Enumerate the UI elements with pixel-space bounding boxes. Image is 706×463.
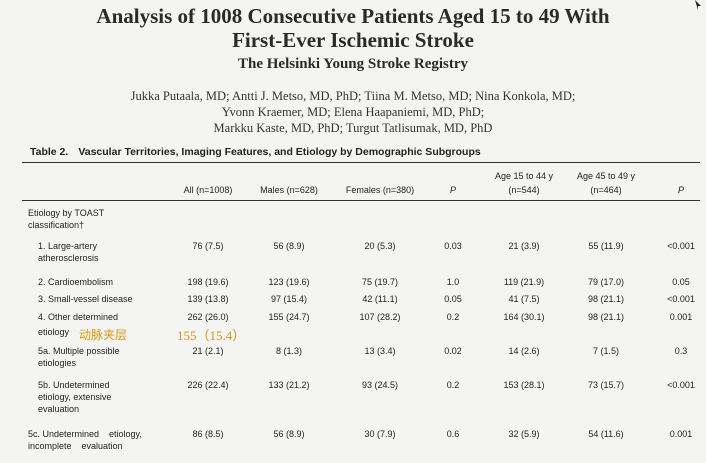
authors-line1: Jukka Putaala, MD; Antti J. Metso, MD, P… — [130, 89, 576, 103]
cell-all: 139 (13.8) — [187, 294, 229, 304]
cell-p1: 1.0 — [446, 277, 460, 287]
header-females: Females (n=380) — [345, 185, 415, 195]
row-label: etiologies — [38, 358, 77, 368]
cell-p1: 0.02 — [444, 346, 462, 356]
cell-age2: 7 (1.5) — [592, 346, 620, 356]
cell-p2: 0.001 — [669, 429, 693, 439]
cell-p2: <0.001 — [667, 241, 695, 251]
cell-age1: 41 (7.5) — [508, 294, 540, 304]
cell-age1: 14 (2.6) — [508, 346, 540, 356]
cell-age2: 54 (11.6) — [588, 429, 624, 439]
row-label: evaluation — [38, 404, 80, 414]
cell-females: 20 (5.3) — [364, 241, 396, 251]
cell-age2: 73 (15.7) — [587, 380, 625, 390]
cell-males: 155 (24.7) — [268, 312, 310, 322]
row-label: 2. Cardioembolism — [38, 277, 114, 287]
row-label: etiology, extensive — [38, 392, 112, 402]
paper-subtitle: The Helsinki Young Stroke Registry — [237, 56, 469, 72]
cell-males: 56 (8.9) — [273, 241, 305, 251]
header-p2: P — [677, 185, 685, 195]
row-label: 5b. Undetermined — [38, 380, 110, 390]
cell-all: 198 (19.6) — [187, 277, 229, 287]
cell-age2: 55 (11.9) — [588, 241, 624, 251]
cell-all: 76 (7.5) — [192, 241, 224, 251]
table-label: Table 2. — [30, 146, 69, 158]
cell-females: 42 (11.1) — [362, 294, 398, 304]
row-label: incomplete evaluation — [28, 441, 123, 451]
cell-all: 86 (8.5) — [192, 429, 224, 439]
table-header-rule — [22, 200, 700, 201]
cell-p1: 0.05 — [444, 294, 462, 304]
cell-p2: <0.001 — [667, 380, 695, 390]
cell-males: 97 (15.4) — [270, 294, 308, 304]
table-caption: Table 2. Vascular Territories, Imaging Fe… — [30, 146, 481, 158]
cell-p2: <0.001 — [667, 294, 695, 304]
cell-age2: 79 (17.0) — [587, 277, 625, 287]
table-top-rule — [22, 162, 700, 163]
cursor-mark-icon — [695, 0, 701, 10]
header-age1-line2: (n=544) — [508, 185, 540, 195]
cell-age1: 119 (21.9) — [503, 277, 545, 287]
cell-age2: 98 (21.1) — [587, 294, 625, 304]
section-label-line1: Etiology by TOAST — [28, 208, 105, 218]
row-label: 5a. Multiple possible — [38, 346, 120, 356]
annotation-chinese-label: 动脉夹层 — [79, 328, 128, 342]
cell-age1: 153 (28.1) — [503, 380, 545, 390]
cell-males: 123 (19.6) — [268, 277, 310, 287]
paper-title-line2: First-Ever Ischemic Stroke — [232, 28, 474, 52]
row-label: 4. Other determined — [38, 312, 119, 322]
cell-females: 30 (7.9) — [364, 429, 396, 439]
authors-line3: Markku Kaste, MD, PhD; Turgut Tatlisumak… — [213, 121, 493, 135]
cell-p1: 0.2 — [446, 312, 460, 322]
cell-p1: 0.03 — [444, 241, 462, 251]
cell-age1: 32 (5.9) — [508, 429, 540, 439]
cell-p2: 0.05 — [672, 277, 690, 287]
cell-p1: 0.6 — [446, 429, 460, 439]
section-label-line2: classification† — [28, 220, 85, 230]
header-age2-line1: Age 45 to 49 y — [576, 171, 636, 181]
row-label: 3. Small-vessel disease — [38, 294, 133, 304]
paper-title-line1: Analysis of 1008 Consecutive Patients Ag… — [96, 4, 610, 28]
cell-females: 107 (28.2) — [359, 312, 401, 322]
cell-all: 262 (26.0) — [187, 312, 229, 322]
cell-p2: 0.3 — [674, 346, 688, 356]
cell-age2: 98 (21.1) — [587, 312, 625, 322]
cell-p2: 0.001 — [669, 312, 693, 322]
cell-p1: 0.2 — [446, 380, 460, 390]
header-age2-line2: (n=464) — [590, 185, 622, 195]
row-label: 1. Large-artery — [38, 241, 98, 251]
authors-line2: Yvonn Kraemer, MD; Elena Haapaniemi, MD,… — [221, 105, 485, 119]
cell-all: 226 (22.4) — [187, 380, 229, 390]
header-all: All (n=1008) — [183, 185, 233, 195]
annotation-value: 155（15.4） — [177, 328, 246, 343]
cell-females: 93 (24.5) — [361, 380, 399, 390]
cell-males: 56 (8.9) — [273, 429, 305, 439]
row-label: atherosclerosis — [38, 253, 99, 263]
header-age1-line1: Age 15 to 44 y — [494, 171, 554, 181]
row-label: 5c. Undetermined etiology, — [28, 429, 142, 439]
cell-males: 8 (1.3) — [275, 346, 303, 356]
cell-age1: 164 (30.1) — [503, 312, 545, 322]
row-label: etiology — [38, 327, 70, 337]
cell-females: 75 (19.7) — [361, 277, 399, 287]
table-title: Vascular Territories, Imaging Features, … — [78, 146, 481, 158]
cell-males: 133 (21.2) — [268, 380, 310, 390]
header-males: Males (n=628) — [260, 185, 318, 195]
header-p1: P — [449, 185, 457, 195]
cell-all: 21 (2.1) — [192, 346, 224, 356]
cell-females: 13 (3.4) — [364, 346, 396, 356]
cell-age1: 21 (3.9) — [508, 241, 540, 251]
